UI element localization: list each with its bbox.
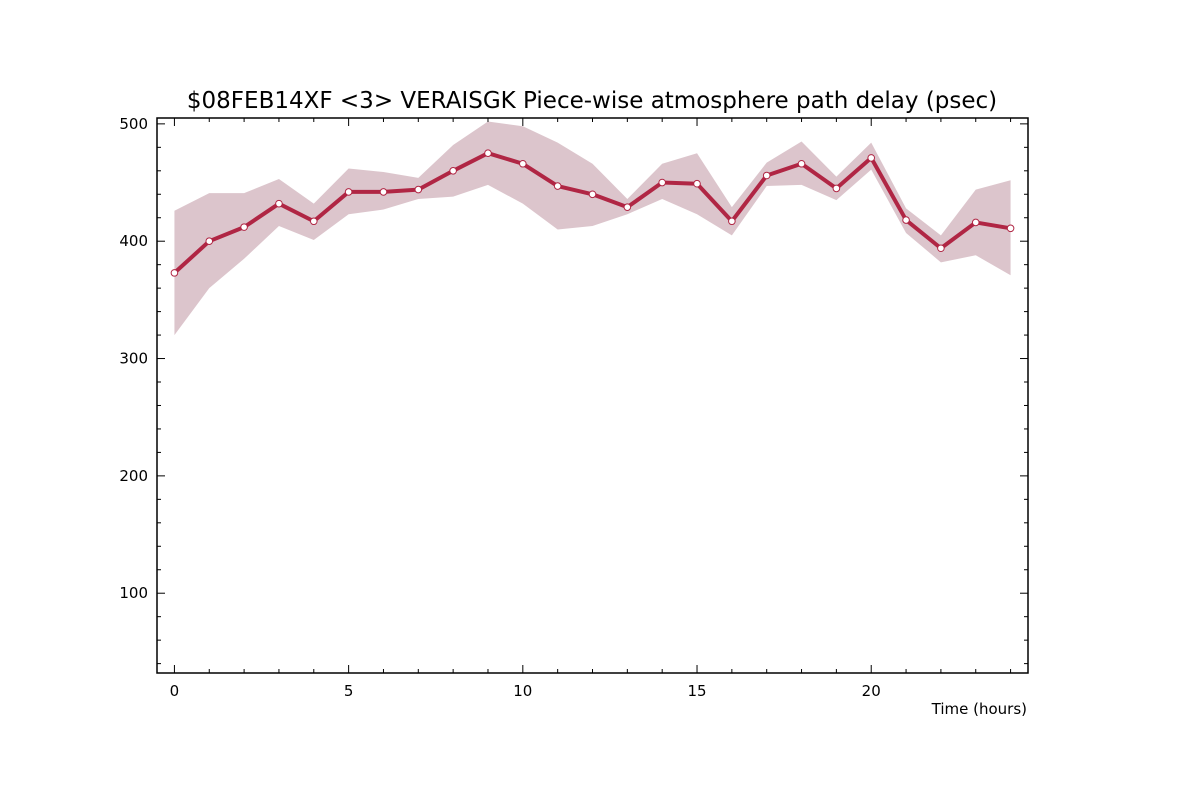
data-point: [484, 149, 492, 158]
x-tick-label: 0: [170, 682, 180, 700]
tick-labels: 0 5 10 15 20 100 200 300 400 500: [119, 115, 880, 700]
data-point: [449, 167, 457, 175]
data-point: [902, 216, 910, 224]
y-tick-label: 400: [119, 232, 148, 250]
data-point: [553, 182, 562, 190]
data-point: [240, 223, 248, 231]
series-marker-layer: [170, 149, 1015, 277]
x-tick-label: 10: [513, 682, 532, 700]
axis-ticks: [157, 118, 1028, 673]
data-point: [867, 154, 876, 162]
error-band-layer: [174, 121, 1011, 336]
data-point: [832, 184, 841, 193]
data-point: [170, 269, 179, 277]
x-tick-label: 20: [862, 682, 881, 700]
y-tick-label: 300: [119, 350, 148, 368]
data-point: [937, 244, 945, 253]
data-point: [762, 171, 771, 180]
y-tick-label: 500: [119, 115, 148, 133]
data-point: [275, 199, 283, 208]
data-point: [414, 185, 423, 194]
data-point: [205, 237, 214, 246]
y-tick-label: 100: [119, 584, 148, 602]
data-point: [1006, 224, 1015, 233]
chart-title: $08FEB14XF <3> VERAISGK Piece-wise atmos…: [187, 88, 997, 114]
data-point: [693, 179, 701, 188]
data-point: [344, 188, 353, 196]
data-point: [623, 203, 632, 211]
data-point: [658, 178, 666, 187]
x-tick-label: 5: [344, 682, 354, 700]
y-tick-label: 200: [119, 467, 148, 485]
data-point: [379, 188, 388, 196]
data-point: [309, 217, 318, 226]
x-tick-label: 15: [687, 682, 706, 700]
error-band: [174, 121, 1011, 336]
data-point: [519, 159, 527, 168]
data-point: [588, 190, 597, 199]
data-point: [728, 217, 736, 226]
x-axis-label: Time (hours): [931, 700, 1027, 718]
data-point: [797, 159, 806, 168]
data-point: [971, 218, 980, 227]
